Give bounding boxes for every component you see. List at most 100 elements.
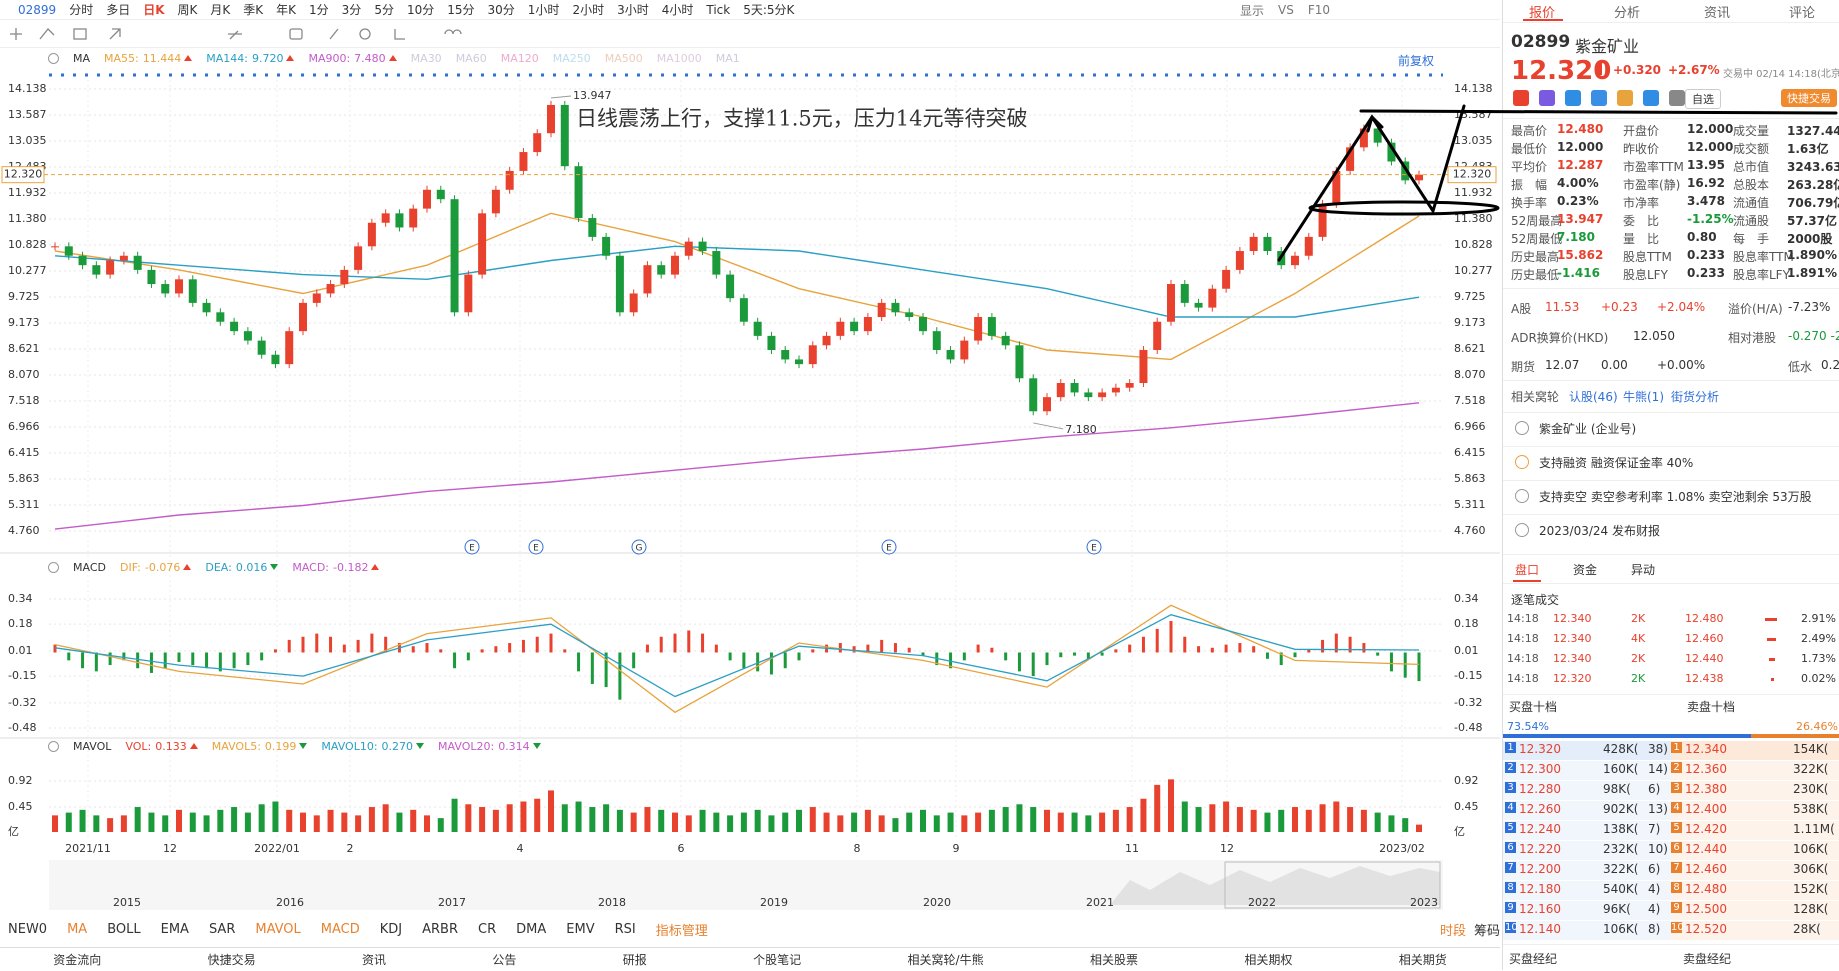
- warrant-link[interactable]: 认股(46): [1569, 390, 1618, 404]
- view-button[interactable]: 显示: [1240, 3, 1265, 18]
- period-tab[interactable]: 分时: [69, 3, 94, 17]
- ma-line: [54, 402, 1420, 530]
- nav-tab[interactable]: 资金流向: [53, 953, 102, 967]
- y-tick-label: 11.380: [1454, 212, 1493, 225]
- period-tab[interactable]: 日K: [143, 3, 165, 17]
- book-count: 10): [1648, 842, 1668, 856]
- period-tab[interactable]: 2小时: [572, 3, 605, 17]
- candle: [1318, 203, 1327, 237]
- panel-tab[interactable]: 资讯: [1704, 6, 1731, 21]
- adjust-mode[interactable]: 前复权: [1398, 54, 1435, 68]
- indicator-tab[interactable]: DMA: [516, 921, 547, 937]
- nav-tab[interactable]: 个股笔记: [753, 953, 802, 967]
- view-button[interactable]: F10: [1307, 3, 1331, 17]
- panel-tab[interactable]: 分析: [1614, 6, 1641, 21]
- period-tab[interactable]: 1分: [309, 3, 329, 17]
- warrant-link[interactable]: 牛熊(1): [1623, 390, 1664, 404]
- candle: [478, 213, 487, 275]
- volume-bar: [851, 812, 858, 832]
- tool-icon[interactable]: [1513, 90, 1529, 106]
- period-tab[interactable]: 周K: [177, 3, 198, 17]
- period-tab[interactable]: 30分: [487, 3, 515, 17]
- warrant-link[interactable]: 街货分析: [1671, 390, 1720, 404]
- period-tab[interactable]: 月K: [210, 3, 231, 17]
- indicator-extra[interactable]: 时段: [1440, 923, 1467, 939]
- period-tab[interactable]: 年K: [276, 3, 297, 17]
- indicator-tab[interactable]: NEW0: [8, 921, 48, 937]
- tool-icon[interactable]: [1591, 90, 1607, 106]
- indicator-tab[interactable]: EMA: [160, 921, 189, 937]
- tool-icon[interactable]: [1617, 90, 1633, 106]
- related-right-value: 0.2: [1821, 358, 1839, 372]
- nav-tab[interactable]: 公告: [492, 953, 517, 967]
- macd-bar: [521, 639, 525, 653]
- candle: [1304, 236, 1313, 256]
- nav-tab[interactable]: 相关期货: [1398, 953, 1447, 967]
- nav-tab[interactable]: 资讯: [361, 953, 386, 967]
- indicator-tab[interactable]: MACD: [320, 921, 360, 937]
- tool-icon[interactable]: [1643, 90, 1659, 106]
- tool-icon[interactable]: [1539, 90, 1555, 106]
- period-tab[interactable]: 5天:5分K: [743, 3, 795, 17]
- nav-tab[interactable]: 研报: [622, 953, 647, 967]
- y-tick-label: 0.01: [8, 644, 33, 657]
- period-tab[interactable]: 15分: [447, 3, 475, 17]
- candle: [547, 104, 555, 134]
- notice[interactable]: 2023/03/24 发布财报: [1539, 524, 1660, 538]
- ma-legend: MA MA55: 11.444 MA144: 9.720 MA900: 7.480 MA30 M…: [48, 52, 740, 65]
- indicator-tab[interactable]: MAVOL: [255, 921, 301, 937]
- indicator-tab[interactable]: EMV: [566, 921, 595, 937]
- indicator-extra[interactable]: 筹码: [1474, 923, 1501, 939]
- broker-tab[interactable]: 买盘经纪: [1509, 952, 1558, 966]
- period-tab[interactable]: Tick: [706, 2, 731, 17]
- panel-tab[interactable]: 报价: [1529, 6, 1556, 21]
- indicator-tab[interactable]: RSI: [614, 921, 636, 937]
- quote-label: 昨收价: [1623, 142, 1660, 156]
- period-tab[interactable]: 季K: [243, 3, 264, 17]
- macd-bar: [1265, 652, 1269, 659]
- period-tab[interactable]: 3分: [341, 3, 362, 17]
- period-tab[interactable]: 多日: [106, 3, 131, 17]
- period-tab[interactable]: 3小时: [617, 3, 649, 17]
- nav-tab[interactable]: 相关股票: [1089, 953, 1138, 967]
- indicator-tab[interactable]: BOLL: [107, 921, 141, 937]
- view-button[interactable]: VS: [1278, 3, 1294, 17]
- period-tab[interactable]: 4小时: [661, 3, 694, 17]
- period-tab[interactable]: 10分: [406, 3, 435, 17]
- sub-tab[interactable]: 盘口: [1515, 563, 1540, 577]
- legend-value: -0.182: [333, 561, 379, 574]
- indicator-tab[interactable]: KDJ: [379, 921, 403, 937]
- indicator-tab[interactable]: 指标管理: [655, 923, 708, 939]
- volume-bar: [355, 815, 362, 832]
- quote-value: 1.891%: [1787, 266, 1837, 280]
- macd-bar: [273, 649, 277, 653]
- period-tab[interactable]: 5分: [374, 3, 394, 17]
- tool-icon[interactable]: [1669, 90, 1685, 106]
- notice[interactable]: 紫金矿业 (企业号): [1539, 422, 1637, 436]
- notice[interactable]: 支持卖空 卖空参考利率 1.08% 卖空池剩余 53万股: [1539, 490, 1812, 504]
- watch-button[interactable]: 自选: [1685, 89, 1721, 109]
- indicator-tab[interactable]: CR: [478, 921, 497, 937]
- indicator-tab[interactable]: MA: [67, 921, 88, 937]
- trade-button[interactable]: 快捷交易: [1781, 89, 1837, 107]
- sub-tab[interactable]: 异动: [1631, 563, 1656, 577]
- quote-value: 12.480: [1557, 122, 1604, 136]
- candle: [1084, 392, 1093, 398]
- candle: [671, 255, 679, 275]
- y-tick-label: 10.277: [8, 264, 47, 277]
- broker-tab[interactable]: 卖盘经纪: [1683, 952, 1732, 966]
- nav-tab[interactable]: 快捷交易: [207, 953, 256, 967]
- indicator-tab[interactable]: ARBR: [422, 921, 459, 937]
- tool-icon[interactable]: [1565, 90, 1581, 106]
- stock-code[interactable]: 02899: [18, 2, 57, 17]
- nav-tab[interactable]: 相关期权: [1244, 953, 1293, 967]
- panel-tab[interactable]: 评论: [1789, 6, 1816, 21]
- nav-tab[interactable]: 相关窝轮/牛熊: [907, 953, 984, 967]
- sub-tab[interactable]: 资金: [1573, 563, 1598, 577]
- overview-year: 2017: [438, 896, 466, 909]
- text-icon: [289, 28, 303, 40]
- indicator-tab[interactable]: SAR: [208, 921, 236, 937]
- notice[interactable]: 支持融资 融资保证金率 40%: [1539, 456, 1694, 470]
- depth-cell: 12.438: [1685, 672, 1724, 685]
- period-tab[interactable]: 1小时: [527, 3, 560, 17]
